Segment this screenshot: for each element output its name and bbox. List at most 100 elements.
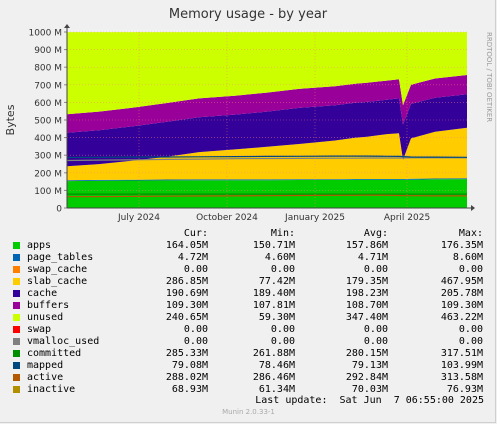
line-active [66, 155, 468, 159]
y-tick-label: 800 M [34, 64, 62, 74]
y-tick-label: 900 M [34, 46, 62, 56]
legend-row-page-tables: page_tables 4.72M 4.60M 4.71M 8.60M [10, 252, 490, 264]
legend-max: 76.93M [446, 384, 483, 395]
y-tick-label: 600 M [34, 99, 62, 109]
legend-cur: 0.00 [183, 324, 208, 335]
legend-name: apps [27, 240, 52, 251]
legend-min: 107.81M [252, 300, 295, 311]
rrdtool-watermark: RRDTOOL / TOBI OETIKER [485, 32, 493, 122]
legend-swatch [13, 374, 20, 381]
y-axis-label: Bytes [4, 104, 17, 135]
legend-min: 61.34M [258, 384, 295, 395]
legend-max: 176.35M [440, 240, 483, 251]
legend-name: slab_cache [27, 276, 88, 287]
line-committed [66, 157, 467, 162]
y-tick-label: 200 M [34, 169, 62, 179]
legend-cur: 288.02M [165, 372, 208, 383]
legend-avg: 0.00 [363, 324, 388, 335]
legend-row-vmalloc-used: vmalloc_used 0.00 0.00 0.00 0.00 [10, 336, 490, 348]
legend-name: cache [27, 288, 58, 299]
legend-min: 261.88M [252, 348, 295, 359]
legend-swatch [13, 302, 20, 309]
legend-avg: 70.03M [351, 384, 388, 395]
legend-swatch [13, 254, 20, 261]
last-update: Last update: Sat Jun 7 06:55:00 2025 [255, 395, 484, 406]
y-tick-label: 0 [56, 205, 62, 215]
legend-avg: 0.00 [363, 264, 388, 275]
y-tick-label: 400 M [34, 134, 62, 144]
legend-min: 59.30M [258, 312, 295, 323]
x-tick-label: April 2025 [384, 213, 430, 223]
legend-avg: 79.13M [351, 360, 388, 371]
legend-swatch [13, 326, 20, 333]
legend-swatch [13, 290, 20, 297]
legend-avg: 347.40M [345, 312, 388, 323]
area-unused [67, 32, 467, 115]
legend-header-avg: Avg: [363, 228, 388, 239]
legend-max: 205.78M [440, 288, 483, 299]
legend-avg: 108.70M [345, 300, 388, 311]
legend-swatch [13, 242, 20, 249]
legend-row-buffers: buffers 109.30M 107.81M 108.70M 109.30M [10, 300, 490, 312]
legend-avg: 179.35M [345, 276, 388, 287]
chart-title: Memory usage - by year [169, 7, 328, 22]
memory-area-chart: Memory usage - by year Bytes RRDTOOL / TOB… [4, 7, 493, 223]
y-tick-label: 1000 M [28, 29, 62, 39]
legend-avg: 280.15M [345, 348, 388, 359]
legend-min: 77.42M [258, 276, 295, 287]
legend-name: page_tables [27, 252, 94, 263]
y-tick-label: 100 M [34, 187, 62, 197]
legend-row-slab-cache: slab_cache 286.85M 77.42M 179.35M 467.95M [10, 276, 490, 288]
legend-row-inactive: inactive 68.93M 61.34M 70.03M 76.93M [10, 384, 490, 396]
legend-max: 0.00 [458, 264, 483, 275]
legend-swatch [13, 350, 20, 357]
legend-avg: 198.23M [345, 288, 388, 299]
x-tick-label: July 2024 [117, 213, 160, 223]
legend-max: 109.30M [440, 300, 483, 311]
legend-cur: 286.85M [165, 276, 208, 287]
legend-row-swap: swap 0.00 0.00 0.00 0.00 [10, 324, 490, 336]
legend-cur: 79.08M [171, 360, 208, 371]
legend-max: 103.99M [440, 360, 483, 371]
legend-avg: 0.00 [363, 336, 388, 347]
legend-name: swap_cache [27, 264, 88, 275]
legend-cur: 240.65M [165, 312, 208, 323]
x-tick-label: January 2025 [284, 213, 345, 223]
legend-avg: 4.71M [357, 252, 388, 263]
legend-cur: 4.72M [177, 252, 208, 263]
legend-cur: 68.93M [171, 384, 208, 395]
legend-min: 78.46M [258, 360, 295, 371]
legend-header-cur: Cur: [183, 228, 208, 239]
legend-row-swap-cache: swap_cache 0.00 0.00 0.00 0.00 [10, 264, 490, 276]
legend-avg: 157.86M [345, 240, 388, 251]
legend-name: committed [27, 348, 82, 359]
legend-row-apps: apps 164.05M 150.71M 157.86M 176.35M [10, 240, 490, 252]
legend-cur: 0.00 [183, 336, 208, 347]
line-inactive [66, 194, 467, 198]
legend-name: inactive [27, 384, 76, 395]
legend-swatch [13, 338, 20, 345]
legend-avg: 292.84M [345, 372, 388, 383]
legend-row-mapped: mapped 79.08M 78.46M 79.13M 103.99M [10, 360, 490, 372]
legend-row-unused: unused 240.65M 59.30M 347.40M 463.22M [10, 312, 490, 324]
munin-version: Munin 2.0.33-1 [222, 408, 275, 416]
area-cache [67, 94, 467, 167]
y-axis-arrow [64, 24, 70, 28]
legend-min: 4.60M [264, 252, 295, 263]
legend-name: buffers [27, 300, 70, 311]
legend-max: 0.00 [458, 336, 483, 347]
legend-cur: 164.05M [165, 240, 208, 251]
legend-min: 189.40M [252, 288, 295, 299]
legend-swatch [13, 314, 20, 321]
legend-header-min: Min: [270, 228, 295, 239]
legend-row-cache: cache 190.69M 189.40M 198.23M 205.78M [10, 288, 490, 300]
legend-row-active: active 288.02M 286.46M 292.84M 313.58M [10, 372, 490, 384]
legend-max: 317.51M [440, 348, 483, 359]
legend-max: 0.00 [458, 324, 483, 335]
x-tick-label: October 2024 [196, 213, 258, 223]
legend-min: 0.00 [270, 264, 295, 275]
area-slab-cache [67, 127, 467, 181]
legend-name: swap [27, 324, 52, 335]
legend-max: 467.95M [440, 276, 483, 287]
legend-row-committed: committed 285.33M 261.88M 280.15M 317.51M [10, 348, 490, 360]
